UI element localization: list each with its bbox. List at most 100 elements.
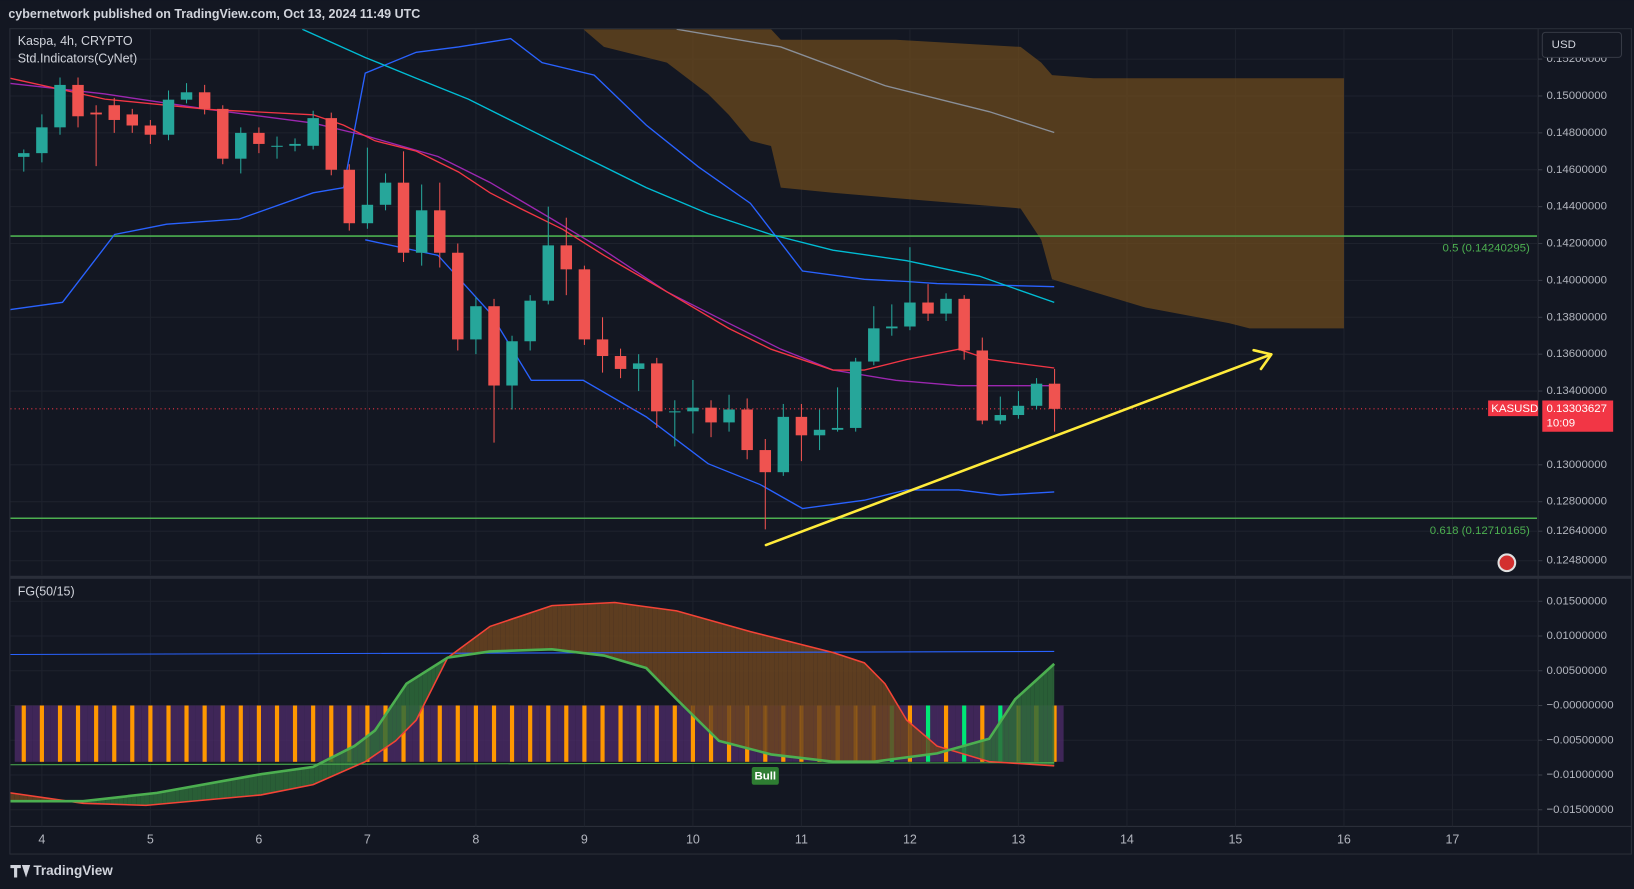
cloud-fill [114, 797, 119, 805]
cloud-fill [327, 757, 332, 779]
cloud-fill [314, 764, 319, 785]
cloud-fill [817, 648, 823, 761]
cloud-fill [739, 628, 744, 748]
cloud-fill [574, 604, 579, 653]
cloud-fill [1043, 669, 1048, 766]
histogram-bar [329, 705, 334, 762]
fib-label: 0.5 (0.14240295) [1443, 243, 1530, 255]
candle-body [1012, 405, 1025, 416]
cloud-fill [826, 650, 831, 762]
cloud-fill [635, 605, 640, 667]
candle-body [922, 302, 934, 314]
cloud-fill [722, 623, 727, 743]
cloud-fill [127, 795, 132, 805]
candle-body [18, 153, 30, 157]
cloud-fill [908, 721, 914, 758]
indicator-line [10, 601, 1055, 807]
cloud-fill [505, 619, 510, 651]
cloud-fill [605, 602, 610, 658]
cloud-fill [973, 741, 979, 759]
histogram-bar [618, 705, 623, 762]
cloud-fill [431, 665, 436, 690]
candle-body [542, 245, 555, 301]
cloud-fill [852, 658, 857, 762]
cloud-fill [696, 616, 701, 723]
cloud-fill [279, 770, 284, 792]
candle-body [958, 298, 970, 351]
candle-body [36, 127, 48, 154]
cloud-fill [756, 633, 762, 752]
cloud-fill [999, 715, 1005, 763]
cloud-fill [891, 694, 896, 760]
cloud-fill [509, 618, 514, 651]
histogram-bar [1052, 705, 1057, 762]
symbol-info: Kaspa, 4h, CRYPTO [18, 34, 133, 48]
fib-label: 0.618 (0.12710165) [1430, 525, 1530, 537]
cloud-fill [626, 604, 632, 664]
cloud-fill [717, 622, 723, 742]
cloud-fill [596, 603, 601, 656]
cloud-fill [370, 730, 375, 758]
indicator-line [10, 650, 1055, 656]
cloud-fill [1017, 693, 1022, 764]
y-tick-label: 0.01500000 [1546, 595, 1607, 607]
candle-body [1048, 383, 1061, 409]
cloud-fill [900, 709, 905, 759]
histogram-bar [509, 705, 515, 762]
histogram-bar [582, 705, 587, 762]
candle-body [253, 132, 265, 144]
cloud-fill [1052, 663, 1055, 766]
cloud-fill [500, 621, 506, 652]
cloud-fill [361, 737, 367, 764]
cloud-fill [414, 676, 419, 723]
cloud-fill [765, 635, 770, 755]
indicator-line [676, 29, 1055, 134]
histogram-bar [528, 705, 533, 762]
y-tick-label: 0.14000000 [1546, 274, 1607, 286]
cloud-fill [275, 771, 280, 793]
candle-body [560, 245, 573, 270]
candle-body [198, 92, 211, 109]
currency-box[interactable] [1541, 31, 1623, 58]
cloud-fill [457, 647, 462, 657]
candle-body [868, 328, 880, 362]
cloud-fill [848, 657, 853, 762]
cloud-fill [552, 605, 558, 651]
cloud-fill [131, 795, 137, 806]
cloud-fill [1013, 697, 1018, 764]
cloud-fill [153, 792, 158, 805]
y-tick-label: 0.01000000 [1546, 630, 1607, 642]
cloud-fill [700, 617, 705, 728]
candle-body [904, 302, 916, 327]
candle-body [831, 427, 844, 430]
candle-body [596, 339, 609, 357]
cloud-fill [965, 744, 970, 756]
currency[interactable]: USD [1552, 39, 1576, 51]
cloud-fill [470, 637, 475, 655]
cloud-fill [474, 634, 480, 654]
y-tick-label: 0.12480000 [1546, 555, 1607, 567]
cloud-fill [409, 678, 415, 727]
candle-body [994, 415, 1007, 421]
cloud-fill [661, 608, 666, 689]
histogram-bar [654, 705, 659, 762]
cloud-fill [175, 788, 180, 803]
cloud-fill [730, 626, 736, 746]
countdown: 10:09 [1546, 417, 1575, 429]
cloud-fill [144, 793, 150, 806]
x-tick-label: 13 [1011, 832, 1025, 846]
x-tick-label: 10 [686, 832, 700, 846]
cloud-fill [539, 608, 545, 650]
x-tick-label: 5 [147, 832, 154, 846]
cloud-fill [704, 618, 710, 732]
cloud-fill [592, 603, 597, 655]
cloud-fill [27, 795, 33, 802]
cloud-fill [10, 792, 15, 802]
cloud-fill [1030, 681, 1035, 765]
event-icon[interactable] [1497, 553, 1517, 573]
cloud-fill [418, 673, 423, 716]
candle-body [289, 143, 301, 146]
candle-body [235, 132, 247, 159]
cloud-fill [1004, 709, 1009, 763]
cloud-fill [205, 783, 211, 800]
